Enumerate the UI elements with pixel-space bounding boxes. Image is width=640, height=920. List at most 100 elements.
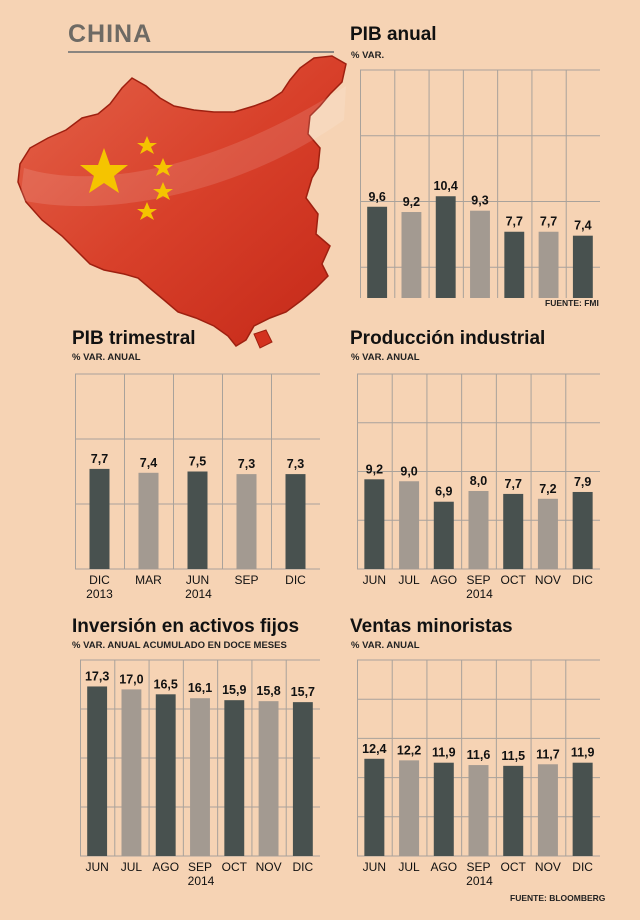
data-label: 11,5 bbox=[501, 749, 525, 763]
bar bbox=[503, 765, 524, 856]
data-label: 8,0 bbox=[470, 474, 487, 488]
year-label: 2013 bbox=[86, 587, 113, 601]
tick-label: AGO bbox=[430, 573, 457, 587]
data-label: 11,9 bbox=[432, 746, 456, 760]
data-label: 7,4 bbox=[140, 456, 157, 470]
bar bbox=[572, 491, 593, 569]
tick-label: AGO bbox=[430, 860, 457, 874]
tick-label: OCT bbox=[222, 860, 248, 874]
panel-subtitle: % VAR. ANUAL bbox=[351, 352, 420, 363]
bar bbox=[503, 493, 524, 569]
bar bbox=[537, 764, 558, 856]
produccion-industrial-chart: 9,2 JUN 9,0 JUL 6,9 AGO 8,0 SEP 7,7 OCT 7,2 NOV 7,9 D… bbox=[357, 373, 600, 601]
data-label: 10,4 bbox=[434, 179, 458, 193]
data-label: 7,2 bbox=[539, 482, 556, 496]
bar bbox=[435, 196, 456, 298]
title-divider bbox=[68, 51, 334, 53]
tick-label: DIC bbox=[572, 573, 593, 587]
inversion-activos-fijos-chart: 17,3 JUN 17,0 JUL 16,5 AGO 16,1 SEP 15,9 OCT 15,8 N… bbox=[80, 659, 320, 888]
data-label: 12,4 bbox=[362, 742, 386, 756]
bar bbox=[121, 689, 142, 856]
data-label: 9,6 bbox=[368, 190, 385, 204]
ventas-minoristas-chart: 12,4 JUN 12,2 JUL 11,9 AGO 11,6 SEP 11,5 OCT 11,7 N… bbox=[357, 659, 600, 888]
tick-label: JUL bbox=[398, 573, 420, 587]
tick-label: SEP bbox=[234, 573, 258, 587]
tick-label: JUL bbox=[398, 860, 420, 874]
bar bbox=[364, 479, 385, 569]
tick-label: DIC bbox=[293, 860, 314, 874]
year-label: 2014 bbox=[185, 587, 212, 601]
bar bbox=[187, 471, 208, 569]
data-label: 7,7 bbox=[505, 477, 522, 491]
tick-label: NOV bbox=[535, 860, 561, 874]
data-label: 15,7 bbox=[291, 685, 315, 699]
tick-label: SEP bbox=[466, 860, 490, 874]
tick-label: DIC bbox=[285, 573, 306, 587]
bar bbox=[538, 231, 559, 298]
bar bbox=[401, 212, 422, 298]
data-label: 7,4 bbox=[574, 219, 591, 233]
gridlines bbox=[360, 69, 600, 298]
tick-label: NOV bbox=[256, 860, 282, 874]
bar bbox=[89, 468, 110, 569]
data-label: 11,7 bbox=[536, 747, 560, 761]
data-label: 11,9 bbox=[571, 746, 595, 760]
data-label: 7,7 bbox=[540, 215, 557, 229]
data-label: 7,7 bbox=[506, 215, 523, 229]
data-label: 17,0 bbox=[119, 672, 143, 686]
data-label: 9,2 bbox=[366, 462, 383, 476]
data-label: 12,2 bbox=[397, 743, 421, 757]
panel-title: Inversión en activos fijos bbox=[72, 616, 300, 637]
data-label: 6,9 bbox=[435, 485, 452, 499]
tick-label: SEP bbox=[466, 573, 490, 587]
tick-label: DIC bbox=[572, 860, 593, 874]
bar bbox=[537, 498, 558, 569]
bar bbox=[468, 491, 489, 569]
panel-subtitle: % VAR. bbox=[351, 50, 385, 61]
data-label: 7,7 bbox=[91, 452, 108, 466]
data-label: 11,6 bbox=[467, 748, 491, 762]
panel-title: Producción industrial bbox=[350, 328, 546, 349]
data-label: 7,3 bbox=[238, 457, 255, 471]
data-label: 15,9 bbox=[222, 683, 246, 697]
data-label: 9,3 bbox=[471, 194, 488, 208]
data-label: 7,3 bbox=[287, 457, 304, 471]
tick-label: OCT bbox=[501, 573, 527, 587]
tick-label: SEP bbox=[188, 860, 212, 874]
data-label: 9,2 bbox=[403, 195, 420, 209]
china-flag-map-icon bbox=[17, 55, 347, 349]
tick-label: JUN bbox=[363, 860, 386, 874]
bar bbox=[190, 698, 210, 856]
tick-label: JUN bbox=[85, 860, 108, 874]
bar bbox=[285, 474, 306, 569]
tick-label: OCT bbox=[501, 860, 527, 874]
source-note: FUENTE: BLOOMBERG bbox=[510, 893, 606, 903]
gridlines bbox=[357, 373, 600, 570]
bar bbox=[399, 481, 420, 569]
country-title: CHINA bbox=[68, 20, 153, 48]
bar bbox=[292, 702, 313, 856]
bar bbox=[468, 765, 489, 856]
bar bbox=[224, 700, 245, 856]
panel-title: Ventas minoristas bbox=[350, 616, 513, 637]
bar bbox=[399, 760, 420, 856]
bar bbox=[433, 762, 454, 856]
tick-label: JUL bbox=[121, 860, 143, 874]
pib-anual-chart: 9,6'089,2'0910,4'109,3'117,7'127,7'137,4… bbox=[360, 69, 600, 298]
tick-label: JUN bbox=[363, 573, 386, 587]
bar bbox=[87, 686, 108, 856]
data-label: 9,0 bbox=[400, 464, 417, 478]
bar bbox=[504, 231, 525, 298]
panel-subtitle: % VAR. ANUAL ACUMULADO EN DOCE MESES bbox=[72, 640, 287, 651]
panel-title: PIB anual bbox=[350, 24, 437, 45]
bar bbox=[138, 472, 159, 569]
bar bbox=[258, 701, 279, 856]
data-label: 7,5 bbox=[189, 455, 206, 469]
bar bbox=[433, 501, 454, 569]
bar bbox=[572, 762, 593, 856]
data-label: 16,5 bbox=[154, 677, 178, 691]
year-label: 2014 bbox=[466, 587, 493, 601]
bar bbox=[572, 235, 593, 298]
data-label: 7,9 bbox=[574, 475, 591, 489]
